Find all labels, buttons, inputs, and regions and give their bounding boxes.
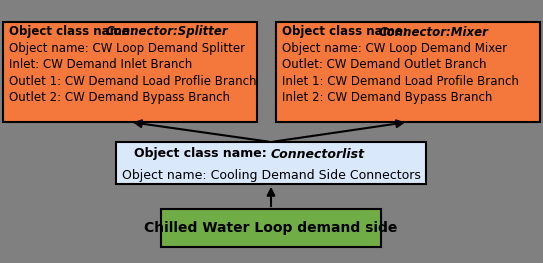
Text: Object class name:: Object class name:	[134, 148, 271, 160]
Text: Inlet 1: CW Demand Load Profile Branch: Inlet 1: CW Demand Load Profile Branch	[282, 75, 519, 88]
FancyBboxPatch shape	[3, 22, 257, 122]
Text: Object class name:: Object class name:	[9, 26, 139, 38]
Text: Connector:Mixer: Connector:Mixer	[379, 26, 489, 38]
Text: Inlet: CW Demand Inlet Branch: Inlet: CW Demand Inlet Branch	[9, 58, 192, 72]
FancyBboxPatch shape	[116, 142, 426, 184]
Text: Inlet 2: CW Demand Bypass Branch: Inlet 2: CW Demand Bypass Branch	[282, 92, 493, 104]
Text: Connectorlist: Connectorlist	[271, 148, 365, 160]
Text: Object class name:: Object class name:	[282, 26, 412, 38]
Text: Chilled Water Loop demand side: Chilled Water Loop demand side	[144, 221, 397, 235]
Text: Object name: CW Loop Demand Splitter: Object name: CW Loop Demand Splitter	[9, 42, 245, 55]
Text: Connector:Splitter: Connector:Splitter	[106, 26, 229, 38]
Text: Outlet: CW Demand Outlet Branch: Outlet: CW Demand Outlet Branch	[282, 58, 487, 72]
Text: Outlet 2: CW Demand Bypass Branch: Outlet 2: CW Demand Bypass Branch	[9, 92, 230, 104]
FancyBboxPatch shape	[276, 22, 540, 122]
Text: Object name: Cooling Demand Side Connectors: Object name: Cooling Demand Side Connect…	[122, 169, 420, 181]
FancyBboxPatch shape	[161, 209, 381, 247]
Text: Object name: CW Loop Demand Mixer: Object name: CW Loop Demand Mixer	[282, 42, 507, 55]
Text: Outlet 1: CW Demand Load Proflie Branch: Outlet 1: CW Demand Load Proflie Branch	[9, 75, 256, 88]
